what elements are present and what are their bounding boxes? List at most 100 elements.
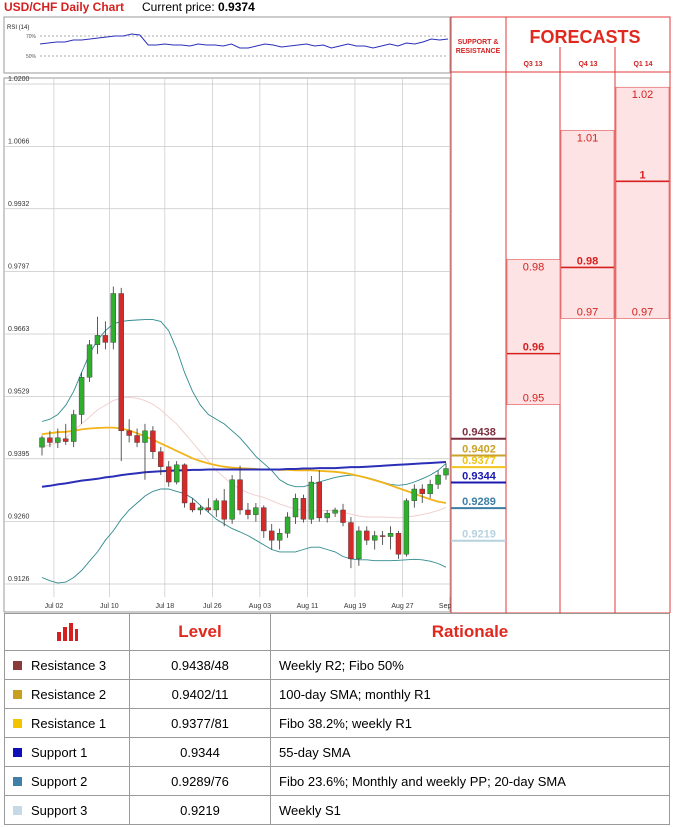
candle-body: [443, 468, 449, 476]
level-value: 0.9402/11: [129, 679, 271, 709]
level-value: 0.9377/81: [129, 708, 271, 738]
candle-body: [332, 509, 338, 514]
level-rationale: Weekly S1: [270, 795, 670, 825]
candle-body: [276, 533, 283, 541]
y-tick-label: 0.9932: [8, 201, 30, 208]
sr-level-label: 0.9402: [462, 444, 496, 456]
candle: [427, 479, 433, 499]
rsi-panel: RSI (14) 70% 50%: [3, 16, 451, 74]
candle: [94, 316, 101, 355]
forecast-range: [615, 86, 670, 319]
series-line-sma_long: [41, 461, 447, 488]
sr-level-label: 0.9377: [462, 455, 496, 467]
chart-title: USD/CHF Daily Chart: [4, 0, 125, 14]
candle-body: [229, 479, 235, 520]
candle-body: [411, 488, 418, 501]
sr-level-label: 0.9438: [462, 427, 496, 439]
table-row: Resistance 1 0.9377/81 Fibo 38.2%; weekly …: [4, 708, 670, 738]
candle-body: [189, 502, 196, 511]
x-tick-label: Sep 04: [439, 603, 461, 610]
candle-body: [213, 500, 219, 511]
candle: [308, 475, 315, 524]
candle-body: [435, 474, 441, 485]
candle: [284, 512, 291, 538]
sr-level-label: 0.9289: [462, 496, 496, 508]
candle: [229, 475, 235, 524]
candle: [70, 409, 77, 448]
bar-chart-icon: [57, 622, 78, 641]
candle-body: [387, 533, 394, 537]
quarter-header: Q4 13: [578, 61, 597, 68]
y-tick-label: 1.0200: [8, 76, 30, 83]
candle-body: [86, 344, 93, 378]
sr-level: 0.9402: [451, 444, 506, 457]
level-rationale: Weekly R2; Fibo 50%: [270, 650, 670, 680]
side-panel: SUPPORT & RESISTANCE FORECASTS Q3 13 Q4 1…: [450, 16, 671, 613]
sr-level: 0.9289: [451, 496, 506, 510]
candle: [134, 428, 140, 448]
candle: [63, 423, 69, 445]
level-color-swatch: [13, 747, 22, 757]
series-line-sma_mid: [41, 426, 447, 504]
y-tick-label: 0.9529: [8, 388, 30, 395]
candle: [356, 526, 362, 566]
forecasts-header: FORECASTS: [529, 27, 640, 47]
candle-body: [63, 438, 69, 442]
candle: [126, 419, 132, 443]
candle-body: [70, 414, 77, 442]
candle: [102, 321, 109, 350]
candle-body: [205, 507, 212, 511]
forecast-column: 0.98 0.96 0.95: [506, 259, 561, 405]
candle-body: [379, 535, 386, 537]
candle: [395, 530, 402, 559]
level-rationale: Fibo 23.6%; Monthly and weekly PP; 20-da…: [270, 766, 670, 796]
y-tick-label: 0.9663: [8, 326, 30, 333]
forecast-high: 0.98: [523, 261, 544, 273]
series-line-bb_lower: [41, 488, 447, 584]
grid: [4, 78, 451, 597]
rsi-line: [39, 33, 449, 49]
level-name-cell: Resistance 1: [4, 708, 130, 738]
candle-body: [308, 481, 315, 520]
candle-body: [237, 479, 243, 511]
main-plot-frame: [3, 77, 451, 613]
candle: [300, 494, 307, 523]
level-rationale: Fibo 38.2%; weekly R1: [270, 708, 670, 738]
candle-body: [47, 437, 53, 443]
candle: [142, 423, 148, 480]
candle: [292, 493, 299, 524]
candle-body: [126, 430, 132, 436]
candle: [237, 465, 243, 515]
candle-body: [292, 498, 299, 518]
table-row: Support 3 0.9219 Weekly S1: [4, 795, 670, 825]
candle: [372, 530, 378, 550]
y-tick-label: 0.9797: [8, 264, 30, 271]
candle: [110, 286, 116, 350]
forecast-range: [506, 259, 561, 405]
candle: [411, 484, 418, 508]
forecast-columns: 0.98 0.96 0.95 1.01 0.98 0.97 1.02 1 0.97: [506, 86, 670, 405]
candle-body: [324, 513, 330, 519]
candle-body: [364, 530, 370, 541]
level-name: Resistance 2: [31, 686, 107, 702]
candle-body: [142, 430, 148, 443]
forecast-low: 0.95: [523, 393, 544, 405]
candle-body: [78, 377, 85, 415]
candle: [221, 489, 227, 527]
current-price: Current price: 0.9374: [142, 0, 255, 14]
level-rationale: 55-day SMA: [270, 737, 670, 767]
column-header-rationale: Rationale: [270, 613, 670, 651]
candle: [197, 505, 204, 515]
candle-body: [197, 507, 204, 511]
table-row: Support 2 0.9289/76 Fibo 23.6%; Monthly an…: [4, 766, 670, 796]
candle-body: [150, 430, 156, 452]
sr-header-line1: SUPPORT &: [458, 39, 499, 46]
level-value: 0.9219: [129, 795, 271, 825]
candle-body: [395, 533, 402, 555]
level-name: Resistance 1: [31, 715, 107, 731]
candle-body: [221, 500, 227, 520]
sr-level: 0.9219: [451, 529, 506, 542]
candle-body: [94, 335, 101, 345]
x-tick-label: Aug 11: [297, 603, 319, 610]
